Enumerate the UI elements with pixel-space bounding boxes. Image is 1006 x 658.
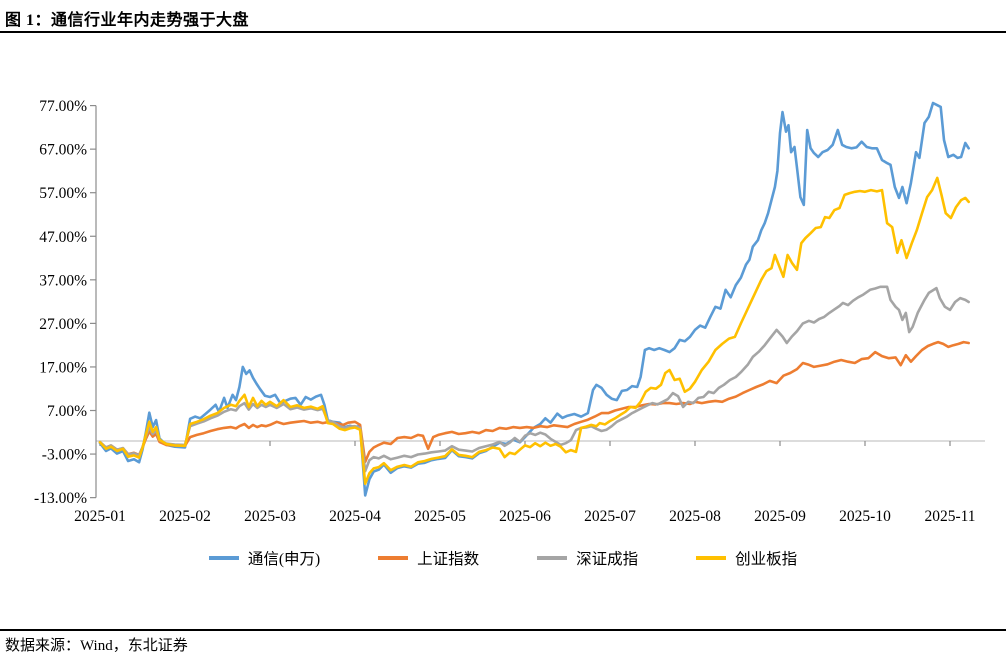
legend-item: 深证成指: [537, 547, 638, 569]
data-source-note: 数据来源：Wind，东北证券: [5, 638, 188, 654]
legend-swatch: [537, 556, 568, 560]
y-tick-label: 17.00%: [39, 359, 87, 376]
y-tick-label: -3.00%: [42, 447, 87, 464]
chart-legend: 通信(申万) 上证指数 深证成指 创业板指: [0, 547, 1006, 569]
legend-swatch: [378, 556, 409, 560]
legend-swatch: [208, 556, 239, 560]
x-tick-label: 2025-08: [669, 508, 721, 525]
x-tick-label: 2025-04: [329, 508, 381, 525]
y-tick-label: 67.00%: [39, 142, 87, 159]
legend-item: 创业板指: [696, 547, 797, 569]
series-line-创业板指: [98, 176, 971, 486]
x-tick-label: 2025-05: [414, 508, 466, 525]
legend-item: 通信(申万): [208, 547, 321, 569]
footer-divider: [0, 629, 1006, 631]
x-tick-label: 2025-03: [244, 508, 296, 525]
x-tick-label: 2025-07: [584, 508, 636, 525]
y-tick-label: 37.00%: [39, 272, 87, 289]
y-tick-label: 57.00%: [39, 185, 87, 202]
legend-label: 通信(申万): [247, 551, 321, 568]
title-divider: [0, 31, 1006, 33]
series-line-上证指数: [98, 340, 971, 464]
legend-label: 上证指数: [417, 551, 480, 568]
legend-label: 深证成指: [576, 551, 639, 568]
y-tick-label: 7.00%: [47, 403, 87, 420]
x-tick-label: 2025-06: [499, 508, 551, 525]
figure-title: 图 1：通信行业年内走势强于大盘: [5, 12, 250, 29]
y-tick-label: 27.00%: [39, 316, 87, 333]
x-tick-label: 2025-10: [839, 508, 891, 525]
y-tick-label: -13.00%: [34, 490, 87, 507]
legend-label: 创业板指: [735, 551, 798, 568]
series-line-通信(申万): [98, 101, 971, 497]
x-tick-label: 2025-09: [754, 508, 806, 525]
y-tick-label: 77.00%: [39, 98, 87, 115]
legend-swatch: [696, 556, 727, 560]
x-tick-label: 2025-11: [924, 508, 975, 525]
series-line-深证成指: [98, 285, 971, 473]
y-tick-label: 47.00%: [39, 229, 87, 246]
legend-item: 上证指数: [378, 547, 479, 569]
x-tick-label: 2025-02: [159, 508, 211, 525]
x-tick-label: 2025-01: [74, 508, 126, 525]
